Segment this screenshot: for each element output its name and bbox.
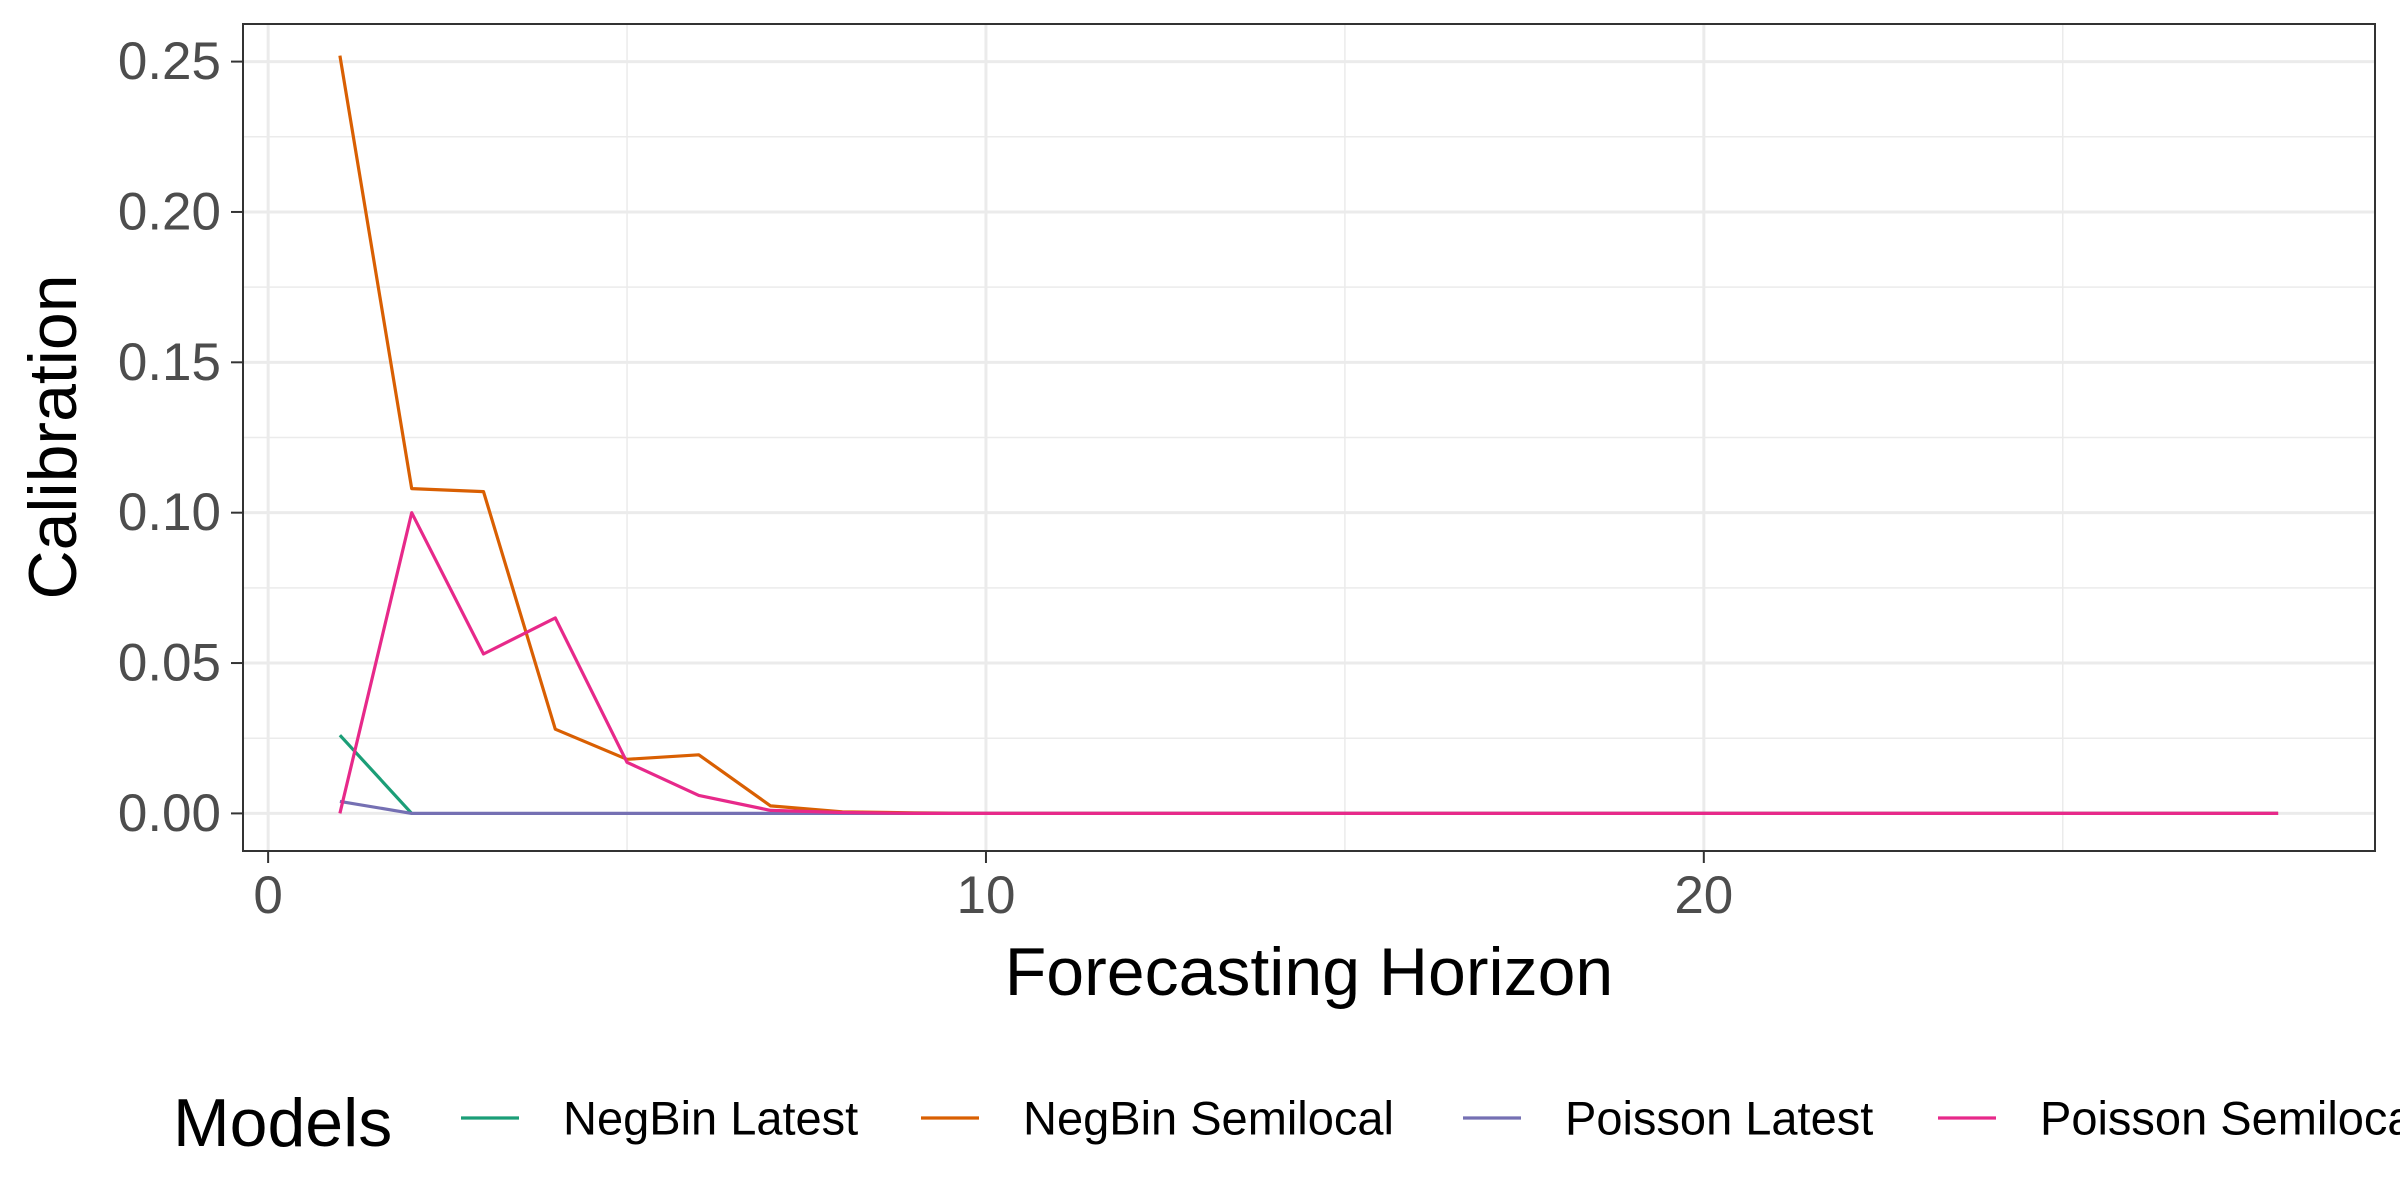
legend-label: Poisson Latest bbox=[1565, 1092, 1873, 1145]
gridlines bbox=[243, 24, 2375, 851]
y-tick-label: 0.00 bbox=[118, 784, 221, 843]
axes: 0 10 20 0.00 0.05 0.10 0.15 0.20 0.25 bbox=[118, 32, 1733, 925]
y-tick-label: 0.10 bbox=[118, 483, 221, 542]
x-tick-label: 20 bbox=[1674, 866, 1733, 925]
x-axis-title: Forecasting Horizon bbox=[1005, 934, 1613, 1010]
plot-border bbox=[242, 23, 2376, 852]
legend-title: Models bbox=[173, 1085, 392, 1161]
legend: Models NegBin Latest NegBin Semilocal Pois… bbox=[173, 1085, 2400, 1161]
series-line bbox=[338, 734, 413, 815]
legend-label: NegBin Semilocal bbox=[1023, 1092, 1394, 1145]
x-tick-label: 0 bbox=[253, 866, 282, 925]
y-tick-label: 0.15 bbox=[118, 333, 221, 392]
y-tick-label: 0.20 bbox=[118, 182, 221, 241]
legend-label: Poisson Semilocal bbox=[2040, 1092, 2400, 1145]
y-axis-title: Calibration bbox=[15, 274, 91, 599]
series-line bbox=[338, 511, 2279, 816]
y-tick-label: 0.05 bbox=[118, 634, 221, 693]
y-tick-label: 0.25 bbox=[118, 32, 221, 91]
x-tick-label: 10 bbox=[956, 866, 1015, 925]
legend-label: NegBin Latest bbox=[563, 1092, 858, 1145]
series-lines bbox=[338, 55, 2279, 816]
